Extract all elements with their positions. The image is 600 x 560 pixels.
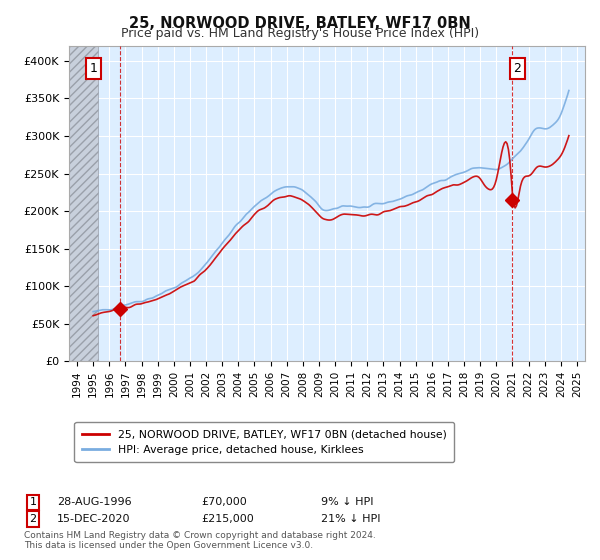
Text: 1: 1: [29, 497, 37, 507]
Text: 25, NORWOOD DRIVE, BATLEY, WF17 0BN: 25, NORWOOD DRIVE, BATLEY, WF17 0BN: [129, 16, 471, 31]
Text: 15-DEC-2020: 15-DEC-2020: [57, 514, 131, 524]
Text: £70,000: £70,000: [201, 497, 247, 507]
Text: 2: 2: [29, 514, 37, 524]
Text: £215,000: £215,000: [201, 514, 254, 524]
Text: Contains HM Land Registry data © Crown copyright and database right 2024.
This d: Contains HM Land Registry data © Crown c…: [24, 530, 376, 550]
Legend: 25, NORWOOD DRIVE, BATLEY, WF17 0BN (detached house), HPI: Average price, detach: 25, NORWOOD DRIVE, BATLEY, WF17 0BN (det…: [74, 422, 454, 463]
Text: 28-AUG-1996: 28-AUG-1996: [57, 497, 131, 507]
Text: 21% ↓ HPI: 21% ↓ HPI: [321, 514, 380, 524]
Text: Price paid vs. HM Land Registry's House Price Index (HPI): Price paid vs. HM Land Registry's House …: [121, 27, 479, 40]
Text: 2: 2: [514, 62, 521, 75]
Text: 1: 1: [89, 62, 97, 75]
Text: 9% ↓ HPI: 9% ↓ HPI: [321, 497, 373, 507]
Bar: [69, 46, 98, 361]
